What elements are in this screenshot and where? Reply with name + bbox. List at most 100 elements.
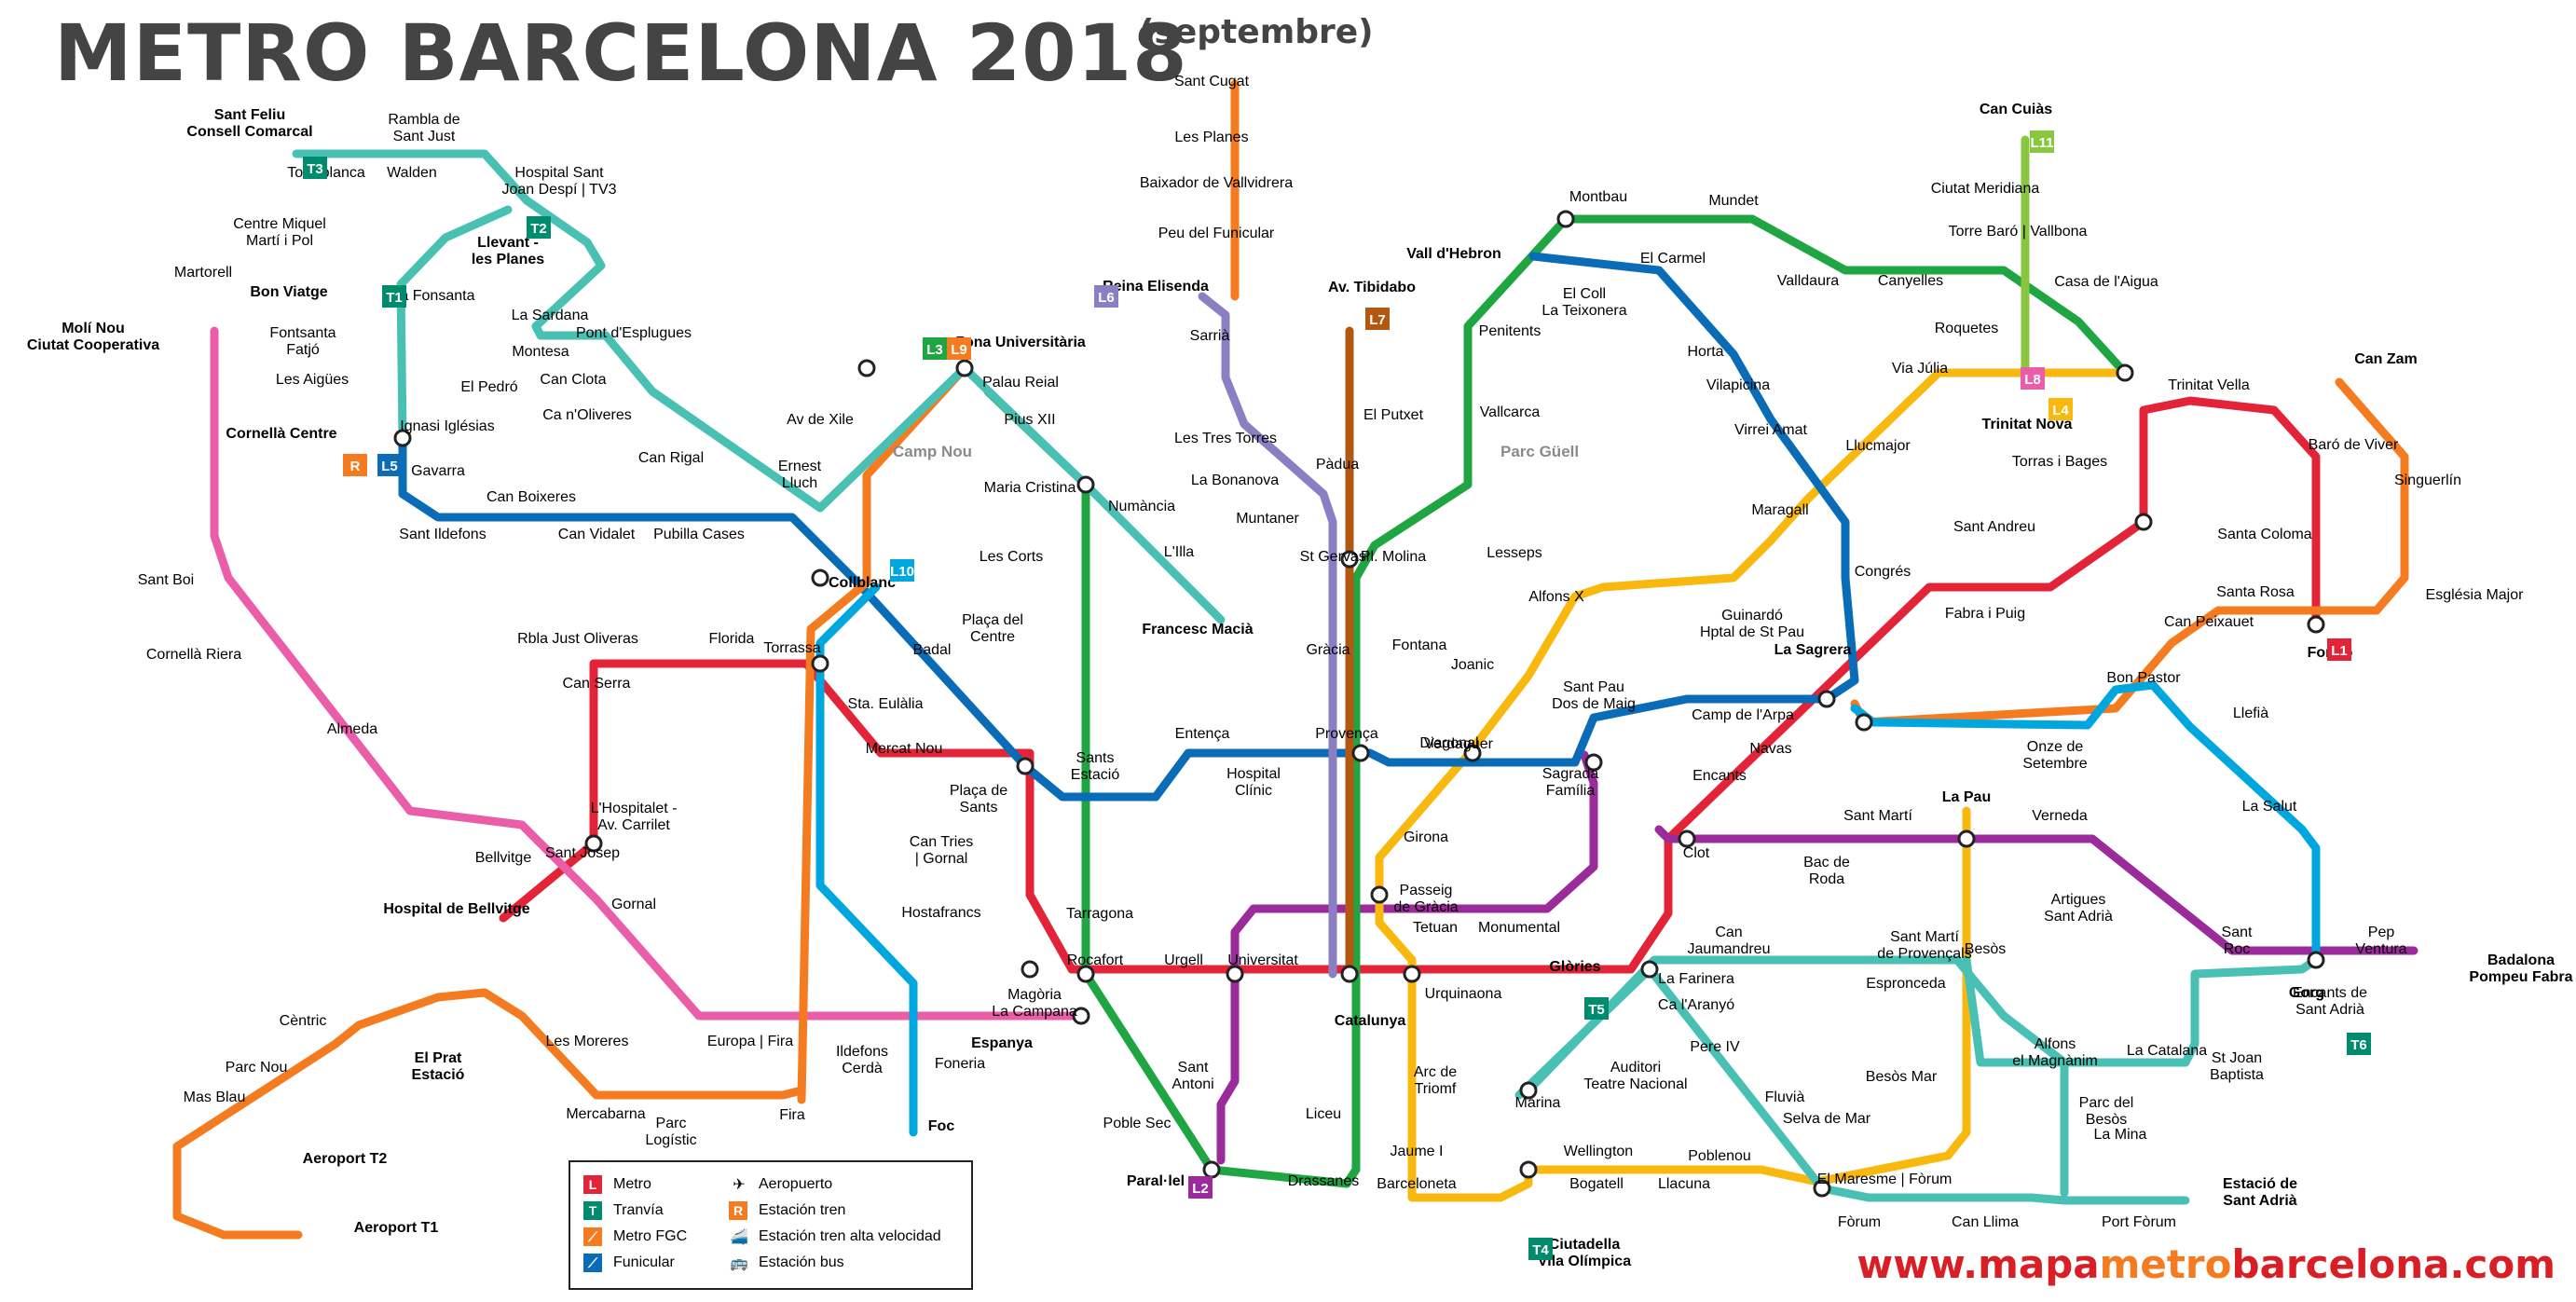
station-label[interactable]: Montbau: [1569, 189, 1627, 205]
interchange-marker[interactable]: [1678, 829, 1696, 848]
station-label[interactable]: Poble Sec: [1103, 1116, 1172, 1131]
station-label[interactable]: Molí Nou Ciutat Cooperativa: [27, 321, 159, 353]
station-label[interactable]: Sant Josep: [545, 845, 620, 861]
station-label[interactable]: Sant Antoni: [1172, 1060, 1213, 1092]
station-label[interactable]: Badal: [913, 642, 952, 658]
station-label[interactable]: Torre Baró | Vallbona: [1949, 224, 2088, 240]
station-label[interactable]: Baixador de Vallvidrera: [1140, 175, 1293, 191]
station-label[interactable]: Can Llima: [1952, 1214, 2019, 1230]
station-label[interactable]: Sant Ildefons: [399, 527, 486, 542]
interchange-marker[interactable]: [811, 654, 829, 673]
station-label[interactable]: Sant Cugat: [1174, 74, 1250, 89]
line-badge[interactable]: T5: [1584, 997, 1609, 1020]
station-label[interactable]: Gornal: [611, 897, 656, 912]
station-label[interactable]: Pubilla Cases: [653, 527, 745, 542]
station-label[interactable]: La Sardana: [512, 308, 589, 323]
station-label[interactable]: Hospital Sant Joan Despí | TV3: [501, 165, 616, 198]
station-label[interactable]: Bellvitge: [475, 850, 532, 866]
interchange-marker[interactable]: [1556, 210, 1575, 228]
interchange-marker[interactable]: [1072, 1007, 1090, 1025]
station-label[interactable]: Gavarra: [411, 463, 465, 479]
station-label[interactable]: Aeroport T2: [303, 1151, 388, 1167]
station-label[interactable]: Rambla de Sant Just: [388, 112, 459, 144]
line-badge[interactable]: L2: [1188, 1176, 1213, 1199]
interchange-marker[interactable]: [1076, 475, 1095, 494]
interchange-marker[interactable]: [1202, 1160, 1221, 1179]
station-label[interactable]: Can Serra: [563, 676, 631, 692]
station-label[interactable]: Reina Elisenda: [1103, 279, 1209, 295]
station-label[interactable]: Trinitat Nova: [1982, 417, 2073, 432]
station-label[interactable]: Les Corts: [980, 549, 1043, 565]
station-label[interactable]: Santa Rosa: [2216, 584, 2295, 600]
station-label[interactable]: Florida: [709, 631, 755, 647]
line-badge[interactable]: T4: [1528, 1238, 1553, 1260]
interchange-marker[interactable]: [811, 569, 829, 587]
station-label[interactable]: Centre Miquel Martí i Pol: [233, 216, 326, 249]
line-badge[interactable]: T1: [382, 285, 406, 308]
station-label[interactable]: Gràcia: [1306, 642, 1350, 658]
interchange-marker[interactable]: [2307, 951, 2325, 969]
station-label[interactable]: El Pedró: [460, 379, 517, 395]
station-label[interactable]: Can Rigal: [638, 450, 704, 466]
station-label[interactable]: Can Zam: [2354, 351, 2418, 367]
station-label[interactable]: Bogatell: [1569, 1176, 1624, 1192]
station-label[interactable]: Provença: [1315, 726, 1378, 742]
station-label[interactable]: Vall d'Hebron: [1406, 246, 1501, 262]
station-label[interactable]: Encants de Sant Adrià: [2293, 985, 2367, 1018]
station-label[interactable]: St Joan Baptista: [2210, 1050, 2264, 1083]
station-label[interactable]: Les Planes: [1174, 130, 1248, 145]
station-label[interactable]: Pep Ventura: [2355, 925, 2406, 957]
station-label[interactable]: Av de Xile: [787, 412, 854, 428]
station-label[interactable]: Trinitat Vella: [2168, 377, 2250, 393]
station-label[interactable]: Torras i Bages: [2012, 454, 2107, 470]
station-label[interactable]: Mas Blau: [184, 1090, 246, 1105]
station-label[interactable]: Diagonal: [1419, 735, 1478, 751]
station-label[interactable]: Casa de l'Aigua: [2054, 274, 2158, 290]
station-label[interactable]: Av. Tibidabo: [1328, 280, 1416, 295]
station-label[interactable]: Ildefons Cerdà: [836, 1044, 888, 1076]
interchange-marker[interactable]: [1584, 753, 1603, 772]
interchange-marker[interactable]: [1340, 550, 1359, 569]
station-label[interactable]: Lesseps: [1487, 545, 1542, 561]
line-badge[interactable]: L4: [2048, 398, 2073, 420]
interchange-marker[interactable]: [1226, 965, 1244, 983]
station-label[interactable]: Port Fòrum: [2102, 1214, 2176, 1230]
station-label[interactable]: Ca l'Aranyó: [1658, 997, 1734, 1013]
station-label[interactable]: Ca n'Oliveres: [542, 407, 632, 423]
interchange-marker[interactable]: [1076, 965, 1095, 983]
station-label[interactable]: Barceloneta: [1377, 1176, 1456, 1192]
station-label[interactable]: El Prat Estació: [412, 1050, 465, 1083]
station-label[interactable]: Walden: [387, 165, 437, 181]
line-badge[interactable]: L11: [2030, 130, 2054, 153]
station-label[interactable]: Mercat Nou: [866, 741, 943, 757]
station-label[interactable]: Foneria: [935, 1056, 985, 1072]
station-label[interactable]: Alfons X: [1528, 589, 1584, 605]
station-label[interactable]: Via Júlia: [1892, 361, 1948, 377]
station-label[interactable]: Fluvià: [1765, 1090, 1805, 1105]
station-label[interactable]: Sant Martí: [1843, 808, 1912, 824]
station-label[interactable]: Cèntric: [280, 1013, 327, 1029]
station-label[interactable]: Can Jaumandreu: [1688, 925, 1771, 957]
interchange-marker[interactable]: [1519, 1160, 1538, 1179]
station-label[interactable]: Magòria La Campana: [992, 987, 1077, 1020]
station-label[interactable]: Fontsanta Fatjó: [269, 325, 336, 358]
station-label[interactable]: Sarrià: [1190, 328, 1230, 344]
station-label[interactable]: Cornellà Centre: [226, 426, 336, 442]
station-label[interactable]: Plaça del Centre: [962, 612, 1023, 645]
station-label[interactable]: Can Tries | Gornal: [910, 834, 973, 867]
line-badge[interactable]: L5: [377, 454, 402, 476]
station-label[interactable]: Onze de Setembre: [2022, 739, 2087, 772]
station-label[interactable]: Francesc Macià: [1142, 622, 1253, 637]
station-label[interactable]: Espronceda: [1866, 976, 1945, 992]
station-label[interactable]: Almeda: [327, 721, 377, 737]
station-label[interactable]: Badalona Pompeu Fabra: [2469, 953, 2572, 985]
interchange-marker[interactable]: [1016, 757, 1035, 775]
station-label[interactable]: Foc: [928, 1118, 955, 1134]
station-label[interactable]: Rbla Just Oliveras: [517, 631, 638, 647]
station-label[interactable]: Guinardó Hptal de St Pau: [1700, 608, 1804, 640]
line-badge[interactable]: L10: [890, 559, 914, 582]
station-label[interactable]: Entença: [1175, 726, 1230, 742]
station-label[interactable]: Auditori Teatre Nacional: [1583, 1060, 1687, 1092]
station-label[interactable]: Ciutat Meridiana: [1931, 181, 2040, 197]
station-label[interactable]: Baró de Viver: [2309, 437, 2399, 453]
